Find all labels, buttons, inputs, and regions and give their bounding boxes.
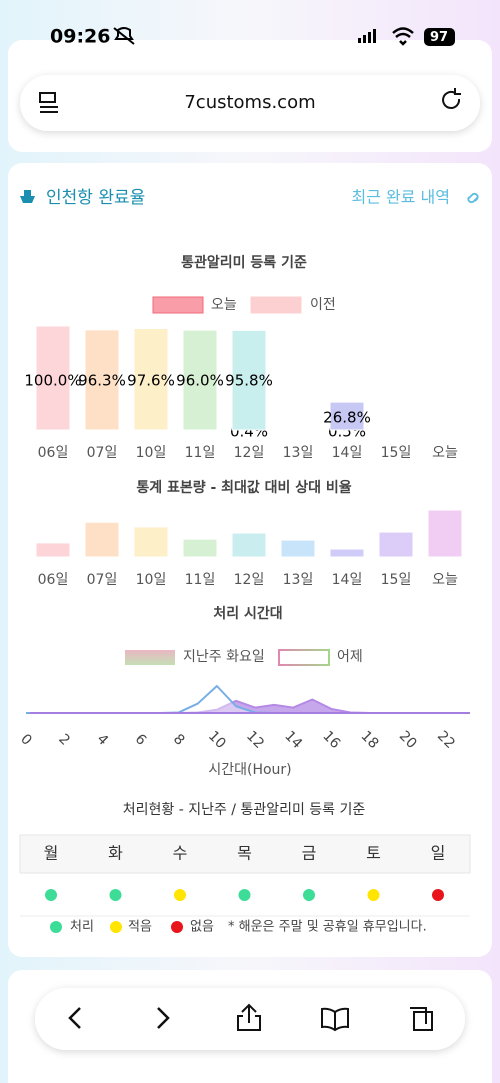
url-bar[interactable]	[20, 75, 480, 131]
day-label: 화	[108, 844, 123, 863]
bookmarks-button[interactable]	[321, 1007, 349, 1032]
chart-title: 통계 표본량 - 최대값 대비 상대 비율	[136, 479, 351, 496]
wifi-icon	[392, 27, 414, 46]
value-label: 26.8%	[323, 409, 371, 427]
bar	[280, 539, 316, 558]
x-tick-label: 오늘	[432, 572, 458, 588]
card-title: 인천항 완료율	[46, 188, 145, 208]
status-dot	[303, 889, 315, 901]
value-label: 96.3%	[78, 372, 126, 390]
day-label: 금	[302, 844, 317, 863]
x-tick-label: 13일	[283, 445, 314, 461]
bar	[35, 542, 71, 558]
x-tick-label: 14일	[332, 445, 363, 461]
battery-level: 97	[430, 30, 448, 45]
reload-icon[interactable]	[442, 88, 461, 109]
bar	[427, 509, 463, 558]
legend-label: 이전	[310, 297, 336, 313]
bar	[133, 327, 169, 431]
bar	[329, 401, 365, 431]
bar	[182, 538, 218, 558]
legend-label: 없음	[190, 920, 214, 935]
silent-icon	[113, 27, 135, 45]
chart-title: 통관알리미 등록 기준	[181, 254, 307, 271]
bar	[182, 329, 218, 431]
bar	[84, 329, 120, 431]
value-label: 100.0%	[24, 372, 81, 390]
x-axis-label: 시간대(Hour)	[208, 762, 291, 778]
bar	[231, 532, 267, 558]
card	[8, 163, 492, 957]
value-label: 97.6%	[127, 372, 175, 390]
day-label: 일	[431, 844, 446, 863]
day-label: 수	[173, 844, 188, 863]
x-tick-label: 14일	[332, 572, 363, 588]
back-button[interactable]	[68, 1007, 81, 1029]
clock: 09:26	[50, 26, 110, 48]
x-tick-label: 12일	[234, 445, 265, 461]
url: 7customs.com	[184, 92, 315, 113]
bar	[329, 548, 365, 558]
x-tick-label: 15일	[381, 572, 412, 588]
legend-label: 적음	[128, 920, 152, 935]
x-tick-label: 13일	[283, 572, 314, 588]
x-tick-label: 오늘	[432, 445, 458, 461]
status-dot	[432, 889, 444, 901]
share-button[interactable]	[237, 1003, 261, 1031]
status-dot	[109, 889, 122, 901]
value-label: 95.8%	[225, 372, 273, 390]
legend-label: 어제	[337, 649, 363, 665]
legend-swatch	[250, 296, 302, 314]
table-header	[19, 834, 471, 874]
x-tick-label: 12일	[234, 572, 265, 588]
bar	[378, 531, 414, 558]
legend-swatch	[278, 649, 330, 666]
signal-icon	[358, 29, 376, 43]
day-label: 목	[237, 844, 252, 863]
x-tick-label: 10일	[136, 572, 167, 588]
status-dot	[238, 889, 251, 901]
legend-swatch	[125, 650, 175, 665]
recent-link[interactable]: 최근 완료 내역	[352, 188, 451, 207]
bar	[133, 526, 169, 558]
x-tick-label: 06일	[38, 572, 69, 588]
legend-dot	[171, 921, 183, 933]
x-tick-label: 11일	[185, 572, 216, 588]
x-tick-label: 10일	[136, 445, 167, 461]
legend-label: 처리	[70, 920, 94, 935]
legend-dot	[110, 921, 122, 933]
link-icon[interactable]	[467, 192, 479, 204]
note: * 해운은 주말 및 공휴일 휴무입니다.	[228, 920, 427, 935]
x-tick-label: 06일	[38, 445, 69, 461]
tabs-button[interactable]	[410, 1007, 433, 1031]
x-tick-label: 15일	[381, 445, 412, 461]
status-dot	[45, 889, 57, 901]
ship-icon	[20, 190, 35, 203]
bar	[35, 325, 71, 431]
day-label: 토	[366, 844, 381, 863]
forward-button[interactable]	[157, 1007, 170, 1029]
x-tick-label: 07일	[87, 445, 118, 461]
value-label: 96.0%	[176, 372, 224, 390]
status-dot	[367, 889, 380, 901]
bar	[231, 329, 267, 431]
legend-label: 오늘	[211, 297, 237, 313]
chart-title: 처리 시간대	[213, 605, 282, 622]
reader-icon[interactable]	[39, 92, 58, 113]
battery	[424, 28, 455, 46]
legend-swatch	[152, 296, 204, 314]
legend-label: 지난주 화요일	[183, 649, 265, 665]
x-tick-label: 11일	[185, 445, 216, 461]
status-dot	[174, 889, 186, 901]
legend-dot	[50, 921, 62, 933]
table-title: 처리현황 - 지난주 / 통관알리미 등록 기준	[123, 802, 366, 818]
bar	[84, 521, 120, 558]
x-tick-label: 07일	[87, 572, 118, 588]
day-label: 월	[44, 844, 59, 863]
